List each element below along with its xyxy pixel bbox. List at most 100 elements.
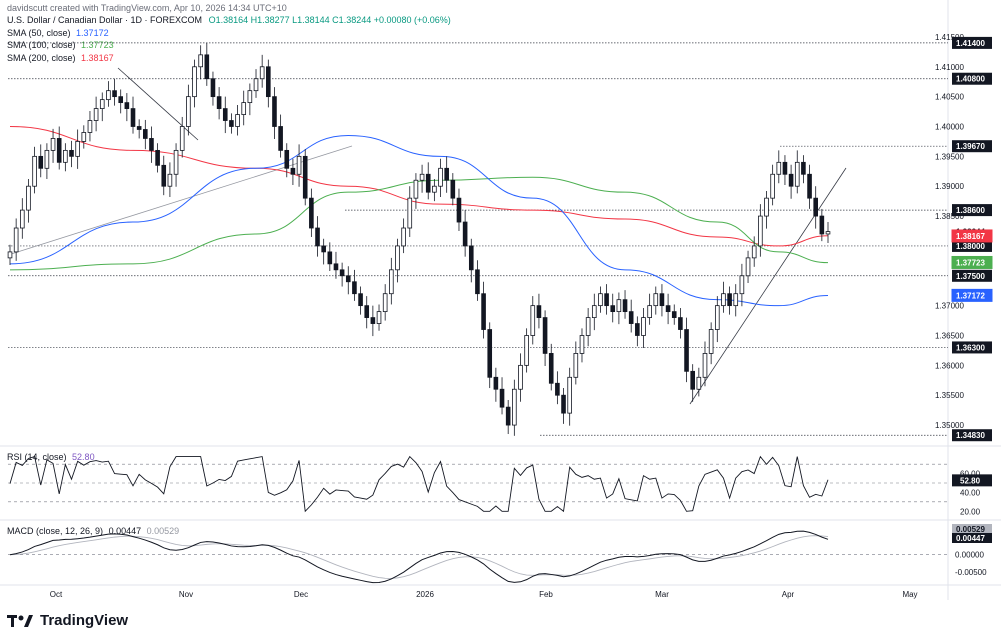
candle — [352, 269, 357, 301]
candle — [155, 143, 160, 173]
candle — [302, 149, 308, 206]
sma50-legend[interactable]: SMA (50, close) 1.37172 — [7, 27, 451, 40]
macd-value-label: 0.00529 — [956, 525, 985, 534]
candle — [395, 238, 400, 283]
candle — [825, 222, 831, 243]
candle — [7, 244, 13, 266]
rsi-legend[interactable]: RSI (14, close) 52.80 — [7, 452, 95, 462]
sma100-legend[interactable]: SMA (100, close) 1.37723 — [7, 39, 451, 52]
trend-lines — [7, 67, 847, 405]
candle — [653, 286, 659, 315]
time-tick-label: Dec — [294, 590, 308, 599]
candle — [450, 173, 456, 206]
macd-value-box — [952, 524, 992, 534]
price-label-box-sma200 — [951, 229, 993, 243]
candle — [290, 158, 296, 186]
candle — [124, 93, 130, 122]
candle — [13, 218, 19, 261]
candle — [782, 155, 788, 186]
candle — [50, 128, 56, 163]
candle — [475, 260, 480, 301]
rsi-tick-label: 60.00 — [960, 470, 981, 479]
candle — [333, 251, 339, 279]
sma200-value: 1.38167 — [81, 52, 114, 63]
chart-legend: U.S. Dollar / Canadian Dollar · 1D · FOR… — [7, 14, 451, 64]
candle — [727, 286, 732, 315]
candle — [678, 308, 683, 339]
macd-value-box — [952, 533, 992, 543]
symbol-title: U.S. Dollar / Canadian Dollar · 1D · FOR… — [7, 15, 203, 25]
candle — [364, 296, 370, 329]
candle — [659, 284, 665, 317]
candle — [512, 379, 517, 436]
candle — [382, 284, 388, 321]
candle — [462, 210, 468, 257]
candle — [167, 162, 173, 197]
candle — [253, 69, 259, 98]
time-axis[interactable]: Oct Nov Dec 2026 Feb Mar Apr May — [50, 590, 918, 599]
candle — [210, 71, 216, 106]
time-tick-label: Oct — [50, 590, 63, 599]
candle — [671, 304, 677, 325]
candle — [229, 113, 234, 134]
price-tick-label: 1.35000 — [935, 421, 964, 430]
macd-legend[interactable]: MACD (close, 12, 26, 9) 0.00447 0.00529 — [7, 526, 179, 536]
candle — [222, 96, 228, 134]
candle — [192, 59, 197, 108]
candle — [149, 126, 154, 163]
macd-value: 0.00447 — [108, 526, 142, 536]
candle — [647, 293, 652, 325]
level-price-label: 1.36300 — [956, 343, 985, 352]
time-tick-label: Mar — [655, 590, 669, 599]
symbol-legend[interactable]: U.S. Dollar / Canadian Dollar · 1D · FOR… — [7, 14, 451, 27]
level-price-label: 1.37500 — [956, 272, 985, 281]
candle — [714, 296, 720, 343]
level-price-box — [952, 341, 992, 354]
candle — [635, 316, 640, 347]
price-axis[interactable]: 1.41500 1.41000 1.40500 1.40000 1.39500 1.390… — [935, 33, 993, 442]
candle — [376, 304, 382, 331]
chart-credit: davidscutt created with TradingView.com,… — [7, 3, 287, 13]
sma100-line — [9, 176, 829, 271]
candle — [112, 78, 117, 106]
sma100-value: 1.37723 — [81, 40, 114, 50]
candle — [616, 292, 622, 325]
candle — [505, 399, 511, 435]
candle — [315, 216, 320, 257]
time-tick-label: Feb — [539, 590, 553, 599]
sma200-legend[interactable]: SMA (200, close) 1.38167 — [7, 52, 451, 65]
macd-signal-value: 0.00529 — [146, 526, 180, 536]
rsi-label: RSI (14, close) — [7, 452, 67, 462]
candle — [487, 322, 493, 389]
candle — [690, 364, 695, 402]
candle — [764, 190, 769, 229]
candle — [136, 119, 142, 139]
candle — [518, 353, 523, 402]
macd-label: MACD (close, 12, 26, 9) — [7, 526, 104, 536]
candle — [284, 143, 290, 178]
sma200-label: SMA (200, close) — [7, 52, 76, 63]
price-tick-label: 1.41000 — [935, 63, 964, 72]
candle — [481, 281, 486, 339]
candle — [776, 150, 782, 184]
tradingview-brand[interactable]: TradingView — [7, 612, 128, 629]
level-price-label: 1.38600 — [956, 206, 985, 215]
candle — [573, 341, 579, 385]
candle — [44, 143, 50, 180]
candle — [130, 96, 136, 134]
candle — [106, 81, 111, 107]
candle — [26, 179, 31, 223]
candle — [536, 293, 542, 329]
candle — [259, 54, 265, 88]
candle — [118, 89, 124, 114]
candle — [751, 236, 757, 267]
rising-trendline — [7, 145, 353, 256]
candle — [272, 87, 277, 140]
sma50-line — [9, 134, 829, 307]
ohlc-readout: O1.38164 H1.38277 L1.38144 C1.38244 +0.0… — [208, 15, 451, 25]
candle — [401, 218, 406, 254]
rsi-tick-label: 40.00 — [960, 488, 981, 497]
candle — [321, 238, 326, 265]
candle — [345, 266, 351, 295]
